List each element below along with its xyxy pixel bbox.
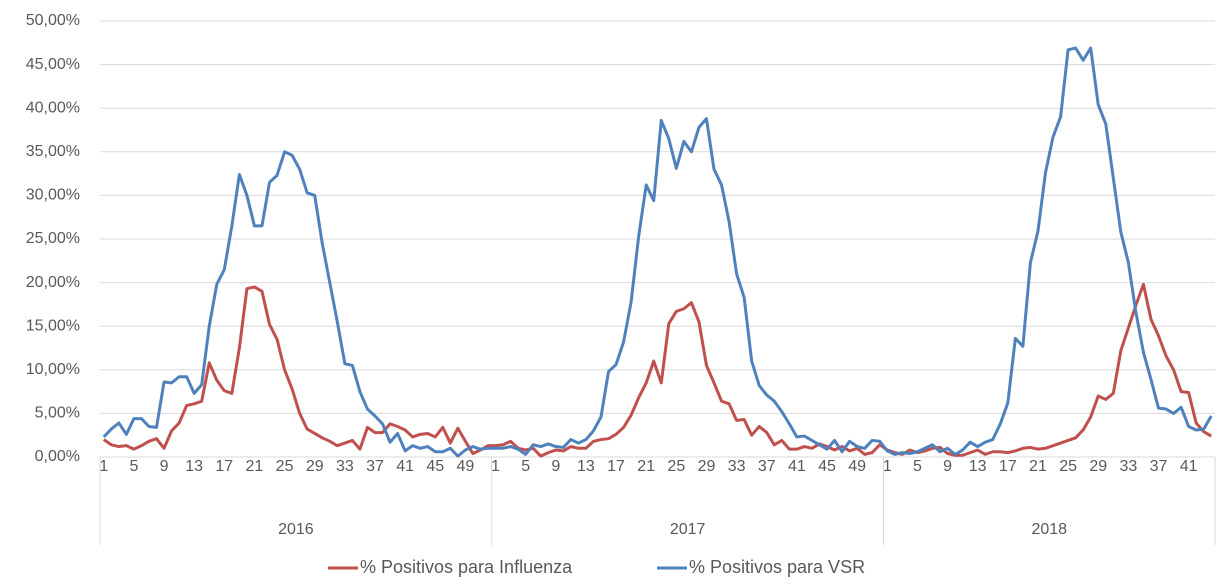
x-tick-label: 9: [160, 458, 169, 475]
y-tick-label: 15,00%: [26, 317, 80, 334]
y-tick-label: 0,00%: [35, 448, 80, 465]
x-tick-label: 33: [1119, 458, 1137, 475]
x-tick-label: 13: [185, 458, 203, 475]
x-tick-label: 33: [728, 458, 746, 475]
x-tick-label: 21: [246, 458, 264, 475]
y-tick-label: 30,00%: [26, 187, 80, 204]
x-tick-label: 9: [943, 458, 952, 475]
group-label: 2016: [278, 521, 314, 538]
x-tick-label: 13: [969, 458, 987, 475]
y-tick-label: 5,00%: [35, 405, 80, 422]
x-tick-label: 1: [491, 458, 500, 475]
x-tick-label: 5: [913, 458, 922, 475]
y-tick-label: 35,00%: [26, 143, 80, 160]
y-tick-label: 10,00%: [26, 361, 80, 378]
x-tick-label: 25: [667, 458, 685, 475]
x-tick-label: 45: [818, 458, 836, 475]
x-tick-label: 41: [396, 458, 414, 475]
x-tick-label: 1: [99, 458, 108, 475]
y-tick-label: 25,00%: [26, 230, 80, 247]
x-tick-label: 37: [758, 458, 776, 475]
x-tick-label: 29: [1089, 458, 1107, 475]
x-tick-label: 29: [698, 458, 716, 475]
x-tick-label: 41: [788, 458, 806, 475]
x-tick-label: 25: [1059, 458, 1077, 475]
x-tick-label: 5: [521, 458, 530, 475]
x-tick-label: 5: [129, 458, 138, 475]
x-tick-label: 37: [1150, 458, 1168, 475]
y-tick-label: 40,00%: [26, 99, 80, 116]
series-line: [102, 282, 1212, 458]
x-tick-label: 17: [999, 458, 1017, 475]
legend-label: % Positivos para Influenza: [360, 557, 573, 577]
x-tick-label: 13: [577, 458, 595, 475]
x-tick-label: 17: [607, 458, 625, 475]
x-tick-label: 37: [366, 458, 384, 475]
x-tick-label: 45: [426, 458, 444, 475]
x-tick-label: 17: [215, 458, 233, 475]
x-tick-label: 49: [848, 458, 866, 475]
x-tick-label: 9: [551, 458, 560, 475]
x-tick-label: 33: [336, 458, 354, 475]
x-tick-label: 21: [637, 458, 655, 475]
x-tick-label: 29: [306, 458, 324, 475]
group-label: 2017: [670, 521, 706, 538]
y-tick-label: 50,00%: [26, 12, 80, 29]
x-tick-label: 1: [883, 458, 892, 475]
x-tick-label: 41: [1180, 458, 1198, 475]
y-tick-label: 20,00%: [26, 274, 80, 291]
series-line: [102, 46, 1213, 458]
legend-label: % Positivos para VSR: [689, 557, 865, 577]
x-tick-label: 21: [1029, 458, 1047, 475]
group-label: 2018: [1031, 521, 1067, 538]
x-tick-label: 49: [456, 458, 474, 475]
y-tick-label: 45,00%: [26, 56, 80, 73]
x-tick-label: 25: [276, 458, 294, 475]
